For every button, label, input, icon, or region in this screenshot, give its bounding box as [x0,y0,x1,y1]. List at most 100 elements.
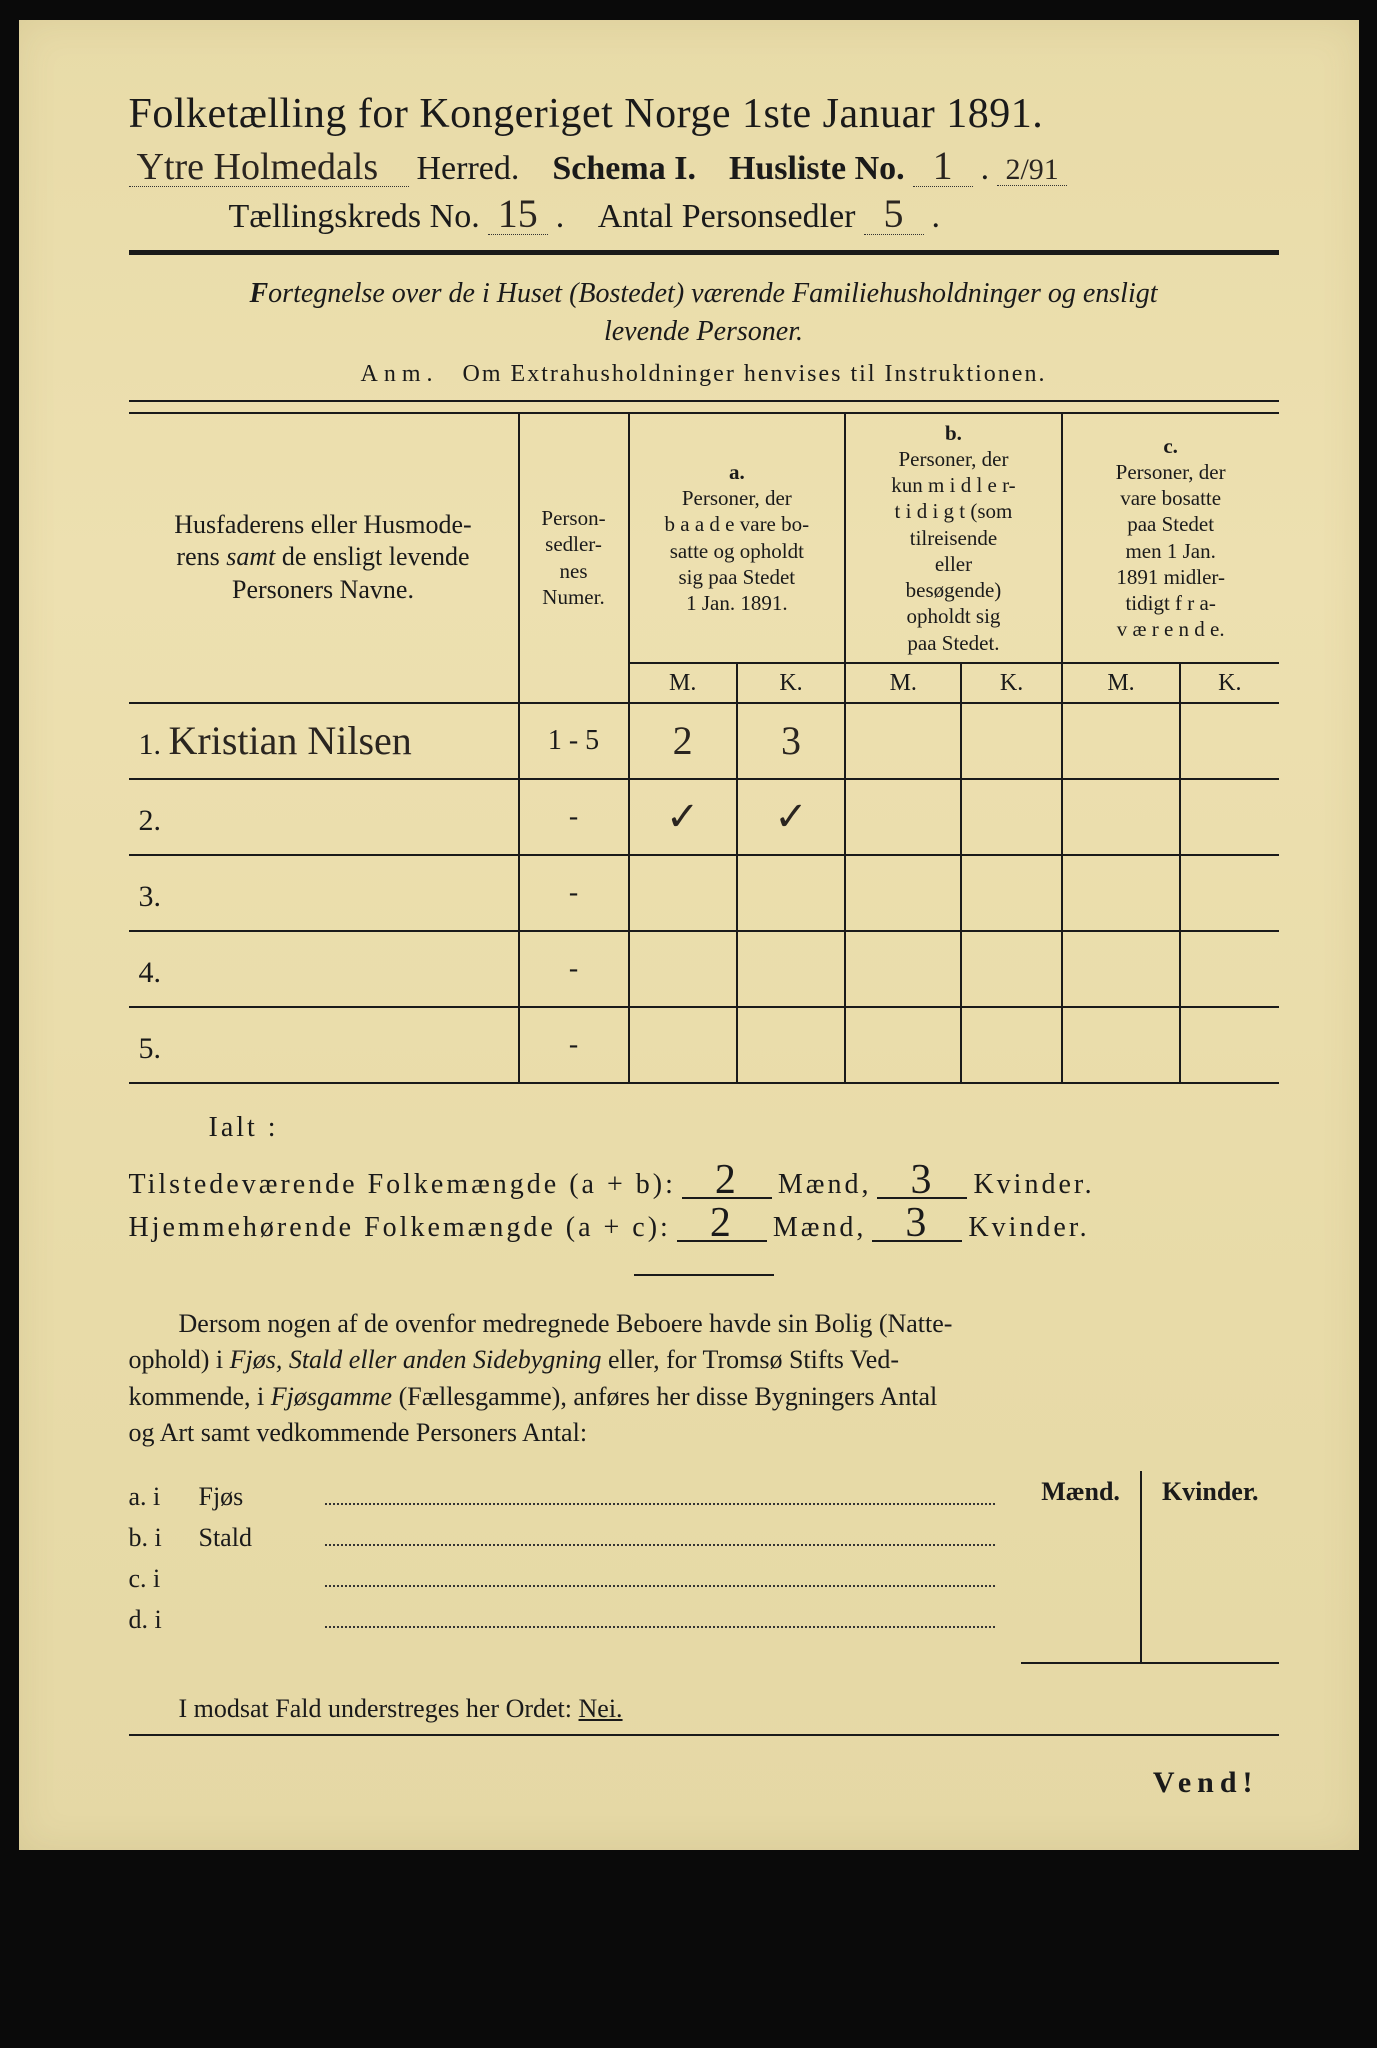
husliste-frac: 2/91 [997,155,1067,186]
col-header-b: b. Personer, derkun m i d l e r-t i d i … [845,413,1062,663]
row-numer: 1 - 5 [519,703,629,779]
row-name: 4. [129,931,519,1007]
row-a-m [629,931,737,1007]
row-b-k [961,855,1061,931]
row-a-k [737,1007,845,1083]
row-name: 1. Kristian Nilsen [129,703,519,779]
header-line-2: Ytre Holmedals Herred. Schema I. Huslist… [129,146,1279,188]
divider [634,1274,774,1276]
bldg-cell-k [1141,1513,1279,1663]
row-a-m [629,855,737,931]
nei-line: I modsat Fald understreges her Ordet: Ne… [179,1694,1279,1724]
col-b-m: M. [845,663,961,703]
document-title: Folketælling for Kongeriget Norge 1ste J… [129,90,1279,138]
buildings-mk-table: Mænd. Kvinder. [1021,1471,1278,1664]
row-c-m [1062,1007,1180,1083]
row-a-m: ✓ [629,779,737,855]
kreds-no: 15 [488,194,548,235]
schema-label: Schema I. [552,150,696,188]
bldg-cell-m [1021,1513,1141,1663]
row-numer: - [519,855,629,931]
row-a-m [629,1007,737,1083]
herred-value: Ytre Holmedals [129,148,409,187]
bldg-header-m: Mænd. [1021,1471,1141,1513]
building-line: a. iFjøs [129,1479,1002,1512]
building-line: d. i [129,1602,1002,1635]
table-row: 2. -✓✓ [129,779,1279,855]
col-header-a: a. Personer, derb a a d e vare bo-satte … [629,413,846,663]
row-b-m [845,779,961,855]
row-b-m [845,931,961,1007]
row-c-m [1062,931,1180,1007]
annotation-line: Anm. Om Extrahusholdninger henvises til … [129,361,1279,388]
row-a-k: ✓ [737,779,845,855]
vend-label: Vend! [129,1766,1279,1800]
nei-word: Nei. [579,1694,623,1723]
ialt-label: Ialt : [209,1112,1279,1144]
present-m: 2 [682,1164,772,1200]
household-table: Husfaderens eller Husmode-rens samt de e… [129,412,1279,1084]
col-c-m: M. [1062,663,1180,703]
header-line-3: Tællingskreds No. 15. Antal Personsedler… [129,194,1279,236]
col-header-name: Husfaderens eller Husmode-rens samt de e… [129,413,519,703]
buildings-block: a. iFjøs b. iStald c. i d. i Mænd. Kvinder. [129,1471,1279,1664]
anm-prefix: Anm. [361,361,439,387]
row-name: 3. [129,855,519,931]
buildings-paragraph: Dersom nogen af de ovenfor medregnede Be… [129,1306,1279,1452]
bldg-header-k: Kvinder. [1141,1471,1279,1513]
col-header-c: c. Personer, dervare bosattepaa Stedetme… [1062,413,1279,663]
col-a-m: M. [629,663,737,703]
row-c-k [1180,779,1278,855]
col-a-k: K. [737,663,845,703]
row-b-m [845,703,961,779]
subtitle: Fortegnelse over de i Huset (Bostedet) v… [129,275,1279,351]
row-a-k [737,855,845,931]
table-row: 4. - [129,931,1279,1007]
row-c-k [1180,703,1278,779]
row-c-m [1062,703,1180,779]
row-c-m [1062,779,1180,855]
row-c-m [1062,855,1180,931]
row-b-m [845,1007,961,1083]
row-name: 2. [129,779,519,855]
husliste-label: Husliste No. [729,150,905,188]
divider [129,400,1279,402]
kreds-label: Tællingskreds No. [229,198,480,236]
resident-m: 2 [677,1207,767,1243]
col-header-numer: Person-sedler-nesNumer. [519,413,629,703]
herred-label: Herred. [417,150,520,188]
building-line: b. iStald [129,1520,1002,1553]
anm-text: Om Extrahusholdninger henvises til Instr… [463,361,1047,387]
row-a-m: 2 [629,703,737,779]
divider [129,1734,1279,1736]
row-numer: - [519,779,629,855]
table-row: 1. Kristian Nilsen1 - 523 [129,703,1279,779]
table-row: 5. - [129,1007,1279,1083]
row-c-k [1180,855,1278,931]
table-row: 3. - [129,855,1279,931]
row-b-k [961,931,1061,1007]
row-name: 5. [129,1007,519,1083]
row-a-k [737,931,845,1007]
divider [129,250,1279,255]
antal-no: 5 [864,194,924,235]
antal-label: Antal Personsedler [598,198,856,236]
census-form-page: Folketælling for Kongeriget Norge 1ste J… [19,20,1359,1850]
row-a-k: 3 [737,703,845,779]
row-b-k [961,703,1061,779]
row-b-k [961,779,1061,855]
present-k: 3 [877,1164,967,1200]
husliste-no: 1 [913,146,973,187]
row-c-k [1180,1007,1278,1083]
row-c-k [1180,931,1278,1007]
row-b-k [961,1007,1061,1083]
row-numer: - [519,931,629,1007]
col-c-k: K. [1180,663,1278,703]
total-resident: Hjemmehørende Folkemængde (a + c): 2 Mæn… [129,1207,1279,1244]
row-numer: - [519,1007,629,1083]
row-b-m [845,855,961,931]
total-present: Tilstedeværende Folkemængde (a + b): 2 M… [129,1164,1279,1201]
col-b-k: K. [961,663,1061,703]
building-line: c. i [129,1561,1002,1594]
resident-k: 3 [872,1207,962,1243]
